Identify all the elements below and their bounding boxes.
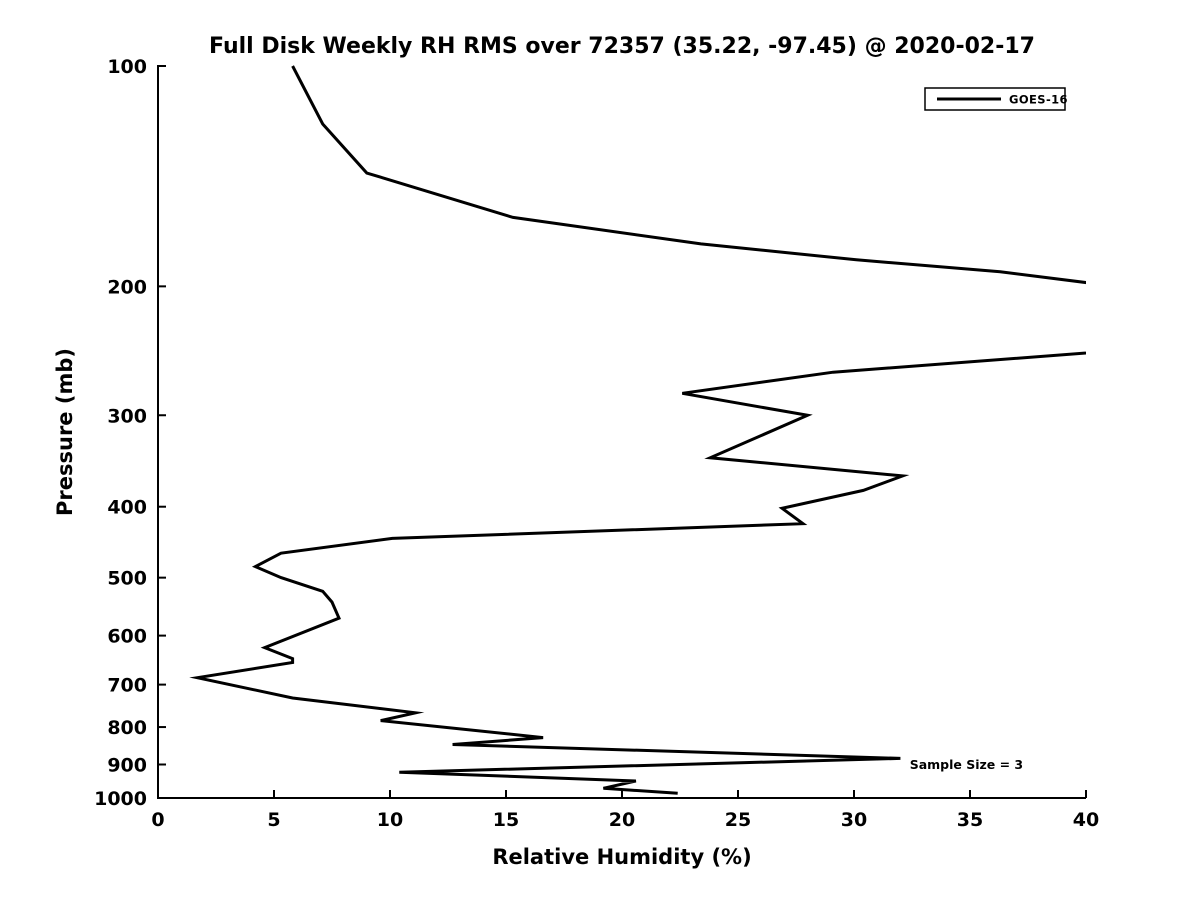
y-tick-label: 500	[107, 568, 147, 590]
y-tick-label: 300	[107, 405, 147, 427]
y-axis-label: Pressure (mb)	[53, 348, 77, 516]
sample-size-annotation: Sample Size = 3	[910, 757, 1023, 772]
y-tick-label: 100	[107, 56, 147, 78]
x-tick-label: 30	[841, 809, 867, 831]
chart-title: Full Disk Weekly RH RMS over 72357 (35.2…	[209, 34, 1035, 59]
x-tick-label: 10	[377, 809, 403, 831]
plot-area	[189, 65, 1086, 795]
x-tick-label: 0	[151, 809, 164, 831]
data-line-goes16	[189, 65, 1086, 795]
y-tick-label: 700	[107, 675, 147, 697]
x-tick-label: 5	[267, 809, 280, 831]
x-tick-label: 40	[1073, 809, 1099, 831]
y-tick-label: 600	[107, 626, 147, 648]
x-axis-label: Relative Humidity (%)	[492, 845, 751, 869]
x-tick-label: 20	[609, 809, 635, 831]
y-tick-label: 400	[107, 497, 147, 519]
y-tick-label: 1000	[94, 788, 147, 810]
y-tick-label: 900	[107, 755, 147, 777]
legend: GOES-16	[924, 87, 1068, 111]
y-tick-label: 800	[107, 717, 147, 739]
x-tick-label: 15	[493, 809, 519, 831]
x-tick-label: 25	[725, 809, 751, 831]
y-axis-ticks: 100 200 300 400 500 600 700 800 900 1000	[94, 56, 166, 810]
x-tick-label: 35	[957, 809, 983, 831]
legend-label: GOES-16	[1009, 93, 1068, 107]
y-tick-label: 200	[107, 276, 147, 298]
x-axis-ticks: 0 5 10 15 20 25 30 35 40	[151, 790, 1099, 831]
